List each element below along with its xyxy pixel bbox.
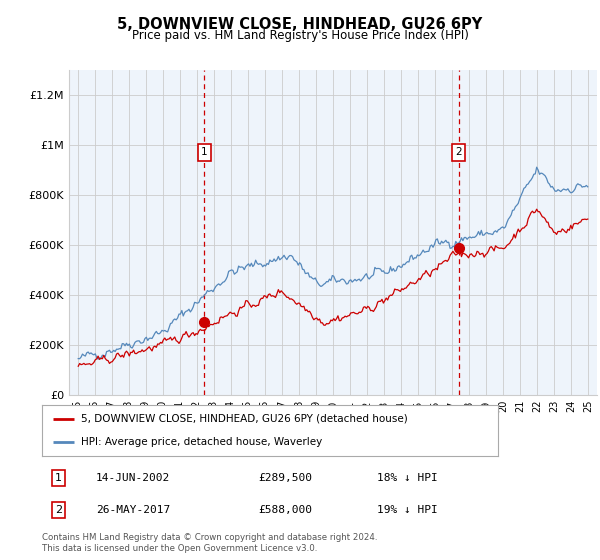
Text: Price paid vs. HM Land Registry's House Price Index (HPI): Price paid vs. HM Land Registry's House … bbox=[131, 29, 469, 42]
Text: 26-MAY-2017: 26-MAY-2017 bbox=[96, 505, 170, 515]
Text: 18% ↓ HPI: 18% ↓ HPI bbox=[377, 473, 437, 483]
Text: 1: 1 bbox=[55, 473, 62, 483]
Text: HPI: Average price, detached house, Waverley: HPI: Average price, detached house, Wave… bbox=[81, 437, 322, 447]
Text: £289,500: £289,500 bbox=[258, 473, 312, 483]
Text: Contains HM Land Registry data © Crown copyright and database right 2024.
This d: Contains HM Land Registry data © Crown c… bbox=[42, 533, 377, 553]
Text: 1: 1 bbox=[201, 147, 208, 157]
Text: 14-JUN-2002: 14-JUN-2002 bbox=[96, 473, 170, 483]
Text: 2: 2 bbox=[55, 505, 62, 515]
Text: 19% ↓ HPI: 19% ↓ HPI bbox=[377, 505, 437, 515]
Text: 5, DOWNVIEW CLOSE, HINDHEAD, GU26 6PY: 5, DOWNVIEW CLOSE, HINDHEAD, GU26 6PY bbox=[118, 17, 482, 32]
Text: 2: 2 bbox=[455, 147, 462, 157]
Text: 5, DOWNVIEW CLOSE, HINDHEAD, GU26 6PY (detached house): 5, DOWNVIEW CLOSE, HINDHEAD, GU26 6PY (d… bbox=[81, 414, 407, 424]
Text: £588,000: £588,000 bbox=[258, 505, 312, 515]
